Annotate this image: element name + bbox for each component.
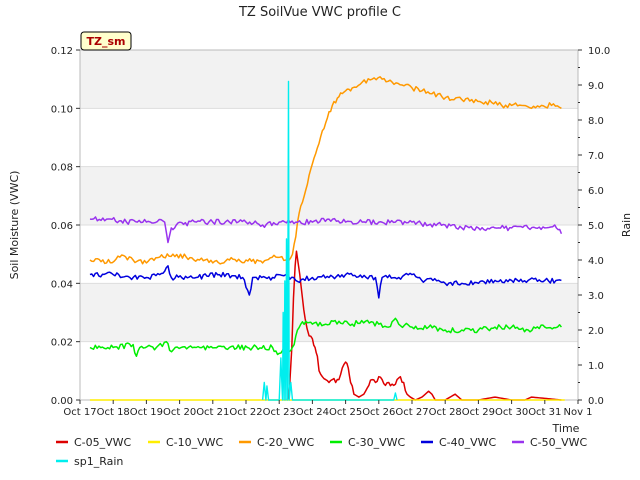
- y-tick-label: 0.04: [51, 279, 73, 290]
- x-tick-label: Oct 20: [163, 407, 196, 418]
- chart-title: TZ SoilVue VWC profile C: [238, 5, 401, 20]
- legend-label: C-50_VWC: [530, 436, 588, 449]
- x-tick-label: Oct 22: [229, 407, 262, 418]
- x-tick-label: Oct 19: [130, 407, 163, 418]
- x-tick-label: Oct 27: [395, 407, 428, 418]
- legend-label: sp1_Rain: [74, 455, 123, 468]
- y2-tick-label: 8.0: [588, 116, 604, 127]
- x-tick-label: Oct 23: [263, 407, 296, 418]
- y-tick-label: 0.08: [51, 163, 73, 174]
- series-line-c-20-vwc: [89, 76, 562, 265]
- legend-item: C-05_VWC: [56, 436, 132, 449]
- station-badge-label: TZ_sm: [87, 35, 126, 48]
- x-tick-label: Oct 25: [329, 407, 362, 418]
- series-lines: [89, 76, 565, 401]
- y2-tick-label: 1.0: [588, 361, 604, 372]
- plot-background-bands: [80, 50, 578, 342]
- x-tick-label: Oct 31: [528, 407, 561, 418]
- legend-label: C-20_VWC: [257, 436, 315, 449]
- y-tick-label: 0.12: [51, 46, 73, 57]
- legend-label: C-05_VWC: [74, 436, 132, 449]
- x-tick-label: Oct 29: [462, 407, 495, 418]
- legend-item: C-30_VWC: [330, 436, 406, 449]
- legend-item: C-10_VWC: [148, 436, 224, 449]
- y2-tick-label: 0.0: [588, 396, 604, 407]
- x-axis-ticks: Oct 17 Oct 18 Oct 19 Oct 20 Oct 21 Oct 22 Oct …: [63, 400, 593, 418]
- legend: C-05_VWC C-10_VWC C-20_VWC C-30_VWC C-40_VWC…: [56, 436, 588, 468]
- legend-item: C-50_VWC: [512, 436, 588, 449]
- background-band: [80, 283, 578, 342]
- y-tick-label: 0.02: [51, 338, 73, 349]
- series-line-c-40-vwc: [89, 265, 562, 299]
- y-axis-ticks: 0.00 0.02 0.04 0.06 0.08 0.10 0.12: [51, 46, 80, 407]
- y2-tick-label: 9.0: [588, 81, 604, 92]
- x-tick-label: Oct 21: [196, 407, 229, 418]
- x-tick-label: Oct 26: [362, 407, 395, 418]
- legend-label: C-40_VWC: [439, 436, 497, 449]
- y2-tick-label: 10.0: [588, 46, 610, 57]
- legend-label: C-30_VWC: [348, 436, 406, 449]
- series-line-sp1-rain: [261, 80, 398, 401]
- x-tick-label: Oct 24: [296, 407, 329, 418]
- background-band: [80, 166, 578, 225]
- legend-item: C-20_VWC: [239, 436, 315, 449]
- x-tick-label: Oct 17: [63, 407, 96, 418]
- y2-tick-label: 4.0: [588, 256, 604, 267]
- y2-tick-label: 2.0: [588, 326, 604, 337]
- y2-tick-label: 7.0: [588, 151, 604, 162]
- x-tick-label: Oct 28: [429, 407, 462, 418]
- y2-tick-label: 6.0: [588, 186, 604, 197]
- x-tick-label: Oct 30: [495, 407, 528, 418]
- y2-axis-label: Rain: [620, 213, 633, 237]
- background-band: [80, 50, 578, 109]
- y2-tick-label: 3.0: [588, 291, 604, 302]
- legend-item: C-40_VWC: [421, 436, 497, 449]
- y2-tick-label: 5.0: [588, 221, 604, 232]
- legend-item: sp1_Rain: [56, 455, 123, 468]
- x-axis-label: Time: [552, 422, 580, 435]
- station-badge: TZ_sm: [80, 31, 132, 51]
- y-tick-label: 0.06: [51, 221, 73, 232]
- series-line-c-50-vwc: [89, 216, 563, 244]
- y-tick-label: 0.00: [51, 396, 73, 407]
- y-axis-label: Soil Moisture (VWC): [8, 171, 21, 280]
- y-tick-label: 0.10: [51, 104, 73, 115]
- legend-label: C-10_VWC: [166, 436, 224, 449]
- y2-axis-ticks: 0.0 1.0 2.0 3.0 4.0 5.0 6.0 7.0 8.0 9.0 10.0: [578, 46, 610, 407]
- x-tick-label: Oct 18: [97, 407, 130, 418]
- series-line-c-30-vwc: [89, 317, 562, 357]
- x-tick-label: Nov 1: [563, 407, 592, 418]
